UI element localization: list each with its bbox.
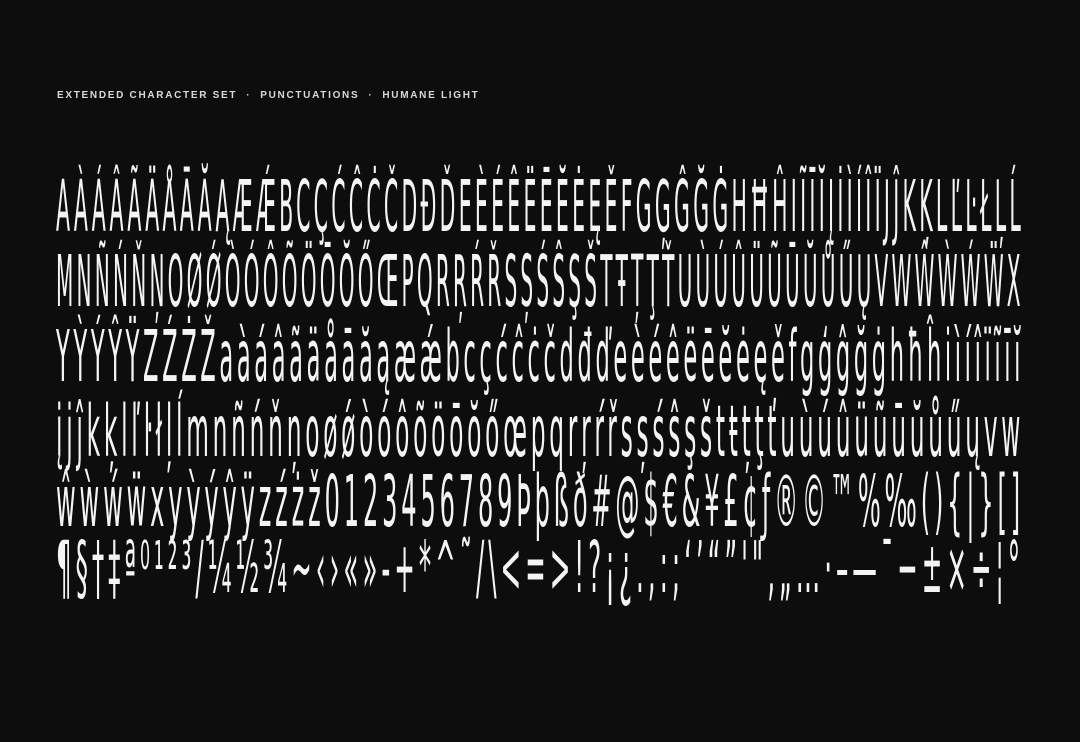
- caption-separator-dot: ·: [368, 90, 374, 101]
- caption-segment-punctuations: PUNCTUATIONS: [260, 90, 360, 101]
- glyph-line: ŵẁẃẅxyỳýŷÿzźżž0123456789Þþßð#@$€&¥£¢ƒ®©™…: [56, 459, 1024, 543]
- glyph-row-uppercase-y-lowercase-i: YỲÝŶŸZŹŻŽaàáâãäåāăąæǽbcçćĉċčdđďeèéêëēĕėę…: [56, 318, 1024, 393]
- glyph-line: MNÑŃŇŅOØǾÒÓÔÕÖŌŎŐŒPQRŖŔŘSȘŚŜŞŠTŦȚŢŤUÙÚÛÜ…: [56, 238, 1024, 323]
- glyph-rows: AÀÁÂÃÄÅĀĂĄÆǼBCÇĆĈĊČDĐĎEÈÉÊËĒĔĖĘĚFGĢĜĞĠHĦ…: [56, 168, 1025, 609]
- glyph-row-lowercase-j-w: įjĵkķlľŀłļĺmnñńňņoøǿòóôõöōŏőœpqrŗŕřsșśŝş…: [56, 393, 1024, 468]
- glyph-line: ¶§†‡ª⁰¹²³/¼½¾~‹›«»-+*^˜/\<=>!?¡¿.,:;‘’“”…: [56, 525, 1025, 609]
- specimen-caption: EXTENDED CHARACTER SET · PUNCTUATIONS · HUMA…: [57, 90, 479, 101]
- glyph-row-punctuation: ¶§†‡ª⁰¹²³/¼½¾~‹›«»-+*^˜/\<=>!?¡¿.,:;‘’“”…: [56, 525, 1025, 609]
- glyph-line: įjĵkķlľŀłļĺmnñńňņoøǿòóôõöōŏőœpqrŗŕřsșśŝş…: [56, 388, 1025, 473]
- glyph-row-digits-symbols: ŵẁẃẅxyỳýŷÿzźżž0123456789Þþßð#@$€&¥£¢ƒ®©™…: [56, 459, 1024, 543]
- caption-separator-dot: ·: [246, 90, 252, 101]
- glyph-line: AÀÁÂÃÄÅĀĂĄÆǼBCÇĆĈĊČDĐĎEÈÉÊËĒĔĖĘĚFGĢĜĞĠHĦ…: [56, 163, 1025, 248]
- glyph-row-uppercase-a-l: AÀÁÂÃÄÅĀĂĄÆǼBCÇĆĈĊČDĐĎEÈÉÊËĒĔĖĘĚFGĢĜĞĠHĦ…: [56, 168, 1024, 243]
- glyph-line: YỲÝŶŸZŹŻŽaàáâãäåāăąæǽbcçćĉċčdđďeèéêëēĕėę…: [56, 313, 1025, 398]
- caption-segment-charset: EXTENDED CHARACTER SET: [57, 90, 238, 101]
- glyph-row-uppercase-m-x: MNÑŃŇŅOØǾÒÓÔÕÖŌŎŐŒPQRŖŔŘSȘŚŜŞŠTŦȚŢŤUÙÚÛÜ…: [56, 243, 1024, 318]
- caption-segment-font-weight: HUMANE LIGHT: [382, 90, 480, 101]
